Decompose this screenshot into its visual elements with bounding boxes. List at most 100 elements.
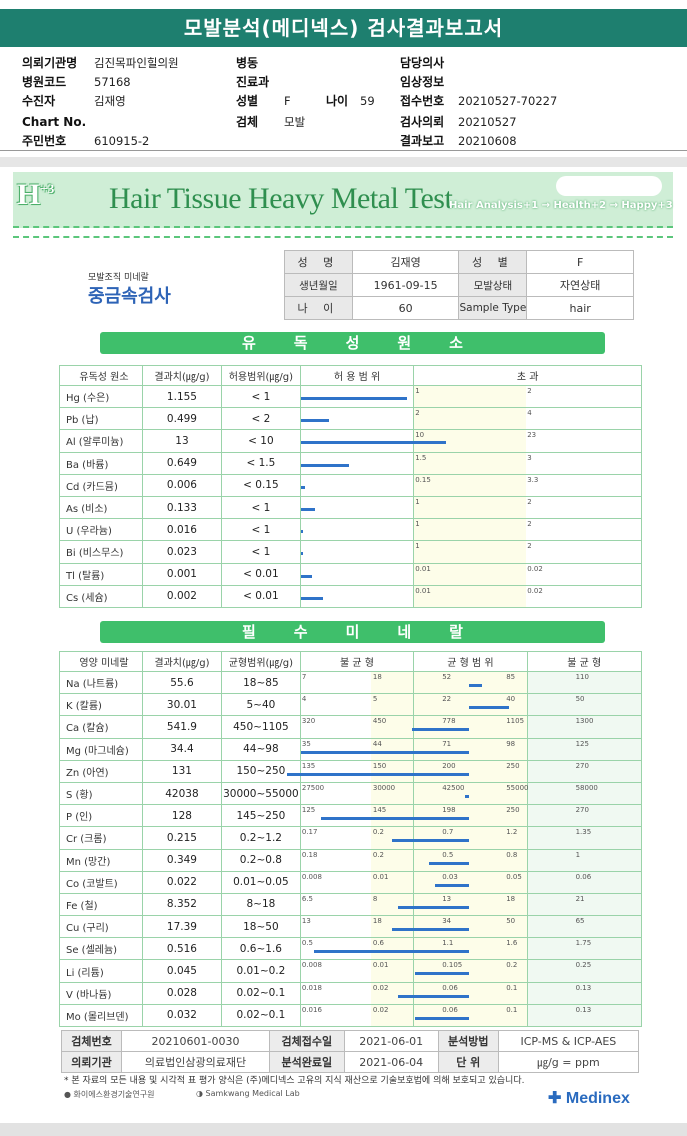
toxic-row: Cs (세슘) 0.002 < 0.01 0.01 0.02	[59, 584, 642, 608]
result-bar	[300, 596, 324, 600]
tick-label: 135	[301, 761, 316, 770]
tick-label: 0.5	[442, 850, 454, 859]
tick-label: 0.25	[575, 961, 592, 970]
balance-cell: 0.7 1.2	[413, 826, 528, 850]
tick-label: 7	[301, 673, 307, 681]
balance-range: 30000~55000	[220, 781, 301, 806]
zone-high	[527, 916, 641, 938]
result-bar	[468, 684, 483, 687]
tick-label: 0.18	[301, 850, 318, 859]
allowed-range: < 0.15	[220, 473, 301, 497]
info-label: 검체	[236, 115, 259, 129]
result-bar	[314, 950, 469, 954]
tick-label: 150	[372, 761, 387, 770]
zone-high	[527, 871, 641, 893]
zone-low-inner	[370, 716, 414, 738]
zone-low-inner	[370, 893, 414, 916]
essential-header-cell: 결과치(㎍/g)	[141, 651, 222, 672]
banner-title: Hair Tissue Heavy Metal Test	[109, 182, 453, 215]
excess-zone	[414, 430, 527, 452]
balance-range: 0.02~0.1	[220, 1003, 301, 1028]
balance-cell: 34 50	[413, 915, 528, 939]
essential-row: P (인) 128 145~250 125 145 198 250 270	[59, 804, 643, 828]
mineral-name: V (바나듐)	[59, 981, 143, 1005]
result-bar	[300, 419, 329, 423]
tick-label: 6.5	[301, 894, 313, 903]
badge-title: 중금속검사	[88, 286, 171, 307]
tick-label: 1300	[575, 717, 594, 726]
high-imbalance-cell: 1300	[526, 715, 643, 739]
tick-label: 250	[506, 806, 520, 815]
excess-zone	[414, 519, 527, 541]
tick-label: 0.5	[301, 939, 313, 948]
mineral-name: Cu (구리)	[59, 915, 143, 939]
zone-high	[527, 760, 641, 782]
result-value: 1.155	[141, 384, 222, 409]
tick-label: 2	[527, 542, 532, 551]
tick-label: 1.35	[575, 828, 592, 837]
allowed-range: < 1	[220, 495, 301, 520]
allowed-range: < 1.5	[220, 451, 301, 475]
element-name: As (비소)	[59, 495, 143, 520]
tick-label: 0.05	[506, 872, 522, 881]
zone-balance	[414, 1004, 527, 1026]
info-row-right: 접수번호 20210527-70227	[400, 92, 557, 110]
allowed-range-bar-cell	[299, 451, 415, 475]
info-row-mid: 병동	[236, 54, 258, 72]
mineral-name: S (황)	[59, 781, 143, 806]
tick-label: 0.01	[415, 586, 431, 595]
low-imbalance-cell: 0.17 0.2	[299, 826, 469, 850]
result-bar	[415, 1016, 469, 1020]
tick-label: 1.6	[506, 939, 518, 948]
allowed-range: < 0.01	[220, 584, 301, 608]
balance-cell: 42500 55000	[413, 781, 529, 806]
patient-table: 성 명 김재영 성 별 F 생년월일 1961-09-15 모발상태 자연상태 …	[284, 250, 634, 320]
balance-range: 0.01~0.05	[220, 870, 301, 894]
info-value: 김재영	[94, 94, 126, 108]
info-row-left: Chart No.	[22, 113, 86, 131]
essential-row: Co (코발트) 0.022 0.01~0.05 0.008 0.01 0.03 0.05 0…	[59, 870, 643, 894]
footer-value: ㎍/g = ppm	[497, 1051, 640, 1073]
toxic-row: Al (알루미늄) 13 < 10 10 23	[59, 429, 642, 453]
tick-label: 2	[527, 387, 532, 395]
mineral-name: Cr (크롬)	[59, 826, 143, 850]
zone-high	[527, 893, 641, 916]
result-value: 0.215	[141, 826, 222, 850]
info-label: Chart No.	[22, 115, 87, 129]
tick-label: 0.1	[506, 983, 518, 992]
low-imbalance-cell: 0.5 0.6	[299, 937, 469, 961]
tick-label: 44	[372, 739, 382, 748]
toxic-row: Ba (바륨) 0.649 < 1.5 1.5 3	[59, 451, 642, 475]
balance-cell: 0.5 0.8	[413, 848, 528, 872]
balance-range: 145~250	[220, 804, 301, 828]
type-value: hair	[526, 296, 634, 320]
tick-label: 0.13	[575, 983, 592, 992]
zone-low-inner	[370, 982, 414, 1004]
essential-row: Na (나트륨) 55.6 18~85 7 18 52 85 110	[59, 670, 643, 695]
zone-high	[527, 1004, 641, 1026]
result-bar	[391, 928, 469, 932]
allowed-range: < 0.01	[220, 562, 301, 586]
tick-label: 55000	[506, 783, 529, 792]
tick-label: 8	[372, 894, 378, 903]
result-bar	[300, 552, 304, 556]
age-label: 나이	[326, 94, 349, 108]
tick-label: 270	[575, 806, 589, 815]
mineral-name: Fe (철)	[59, 892, 143, 917]
low-imbalance-cell: 6.5 8	[299, 892, 469, 917]
tick-label: 0.2	[506, 961, 518, 970]
low-imbalance-cell: 0.016 0.02	[299, 1003, 469, 1028]
result-bar	[465, 794, 469, 798]
state-value: 자연상태	[526, 273, 634, 297]
element-name: Cd (카드뮴)	[59, 473, 143, 497]
result-value: 128	[141, 804, 222, 828]
allowed-range-bar-cell	[299, 407, 415, 431]
zone-low-inner	[370, 760, 414, 782]
essential-section-title: 필수미네랄	[100, 621, 605, 643]
divider	[0, 150, 687, 151]
tick-label: 18	[506, 894, 516, 903]
